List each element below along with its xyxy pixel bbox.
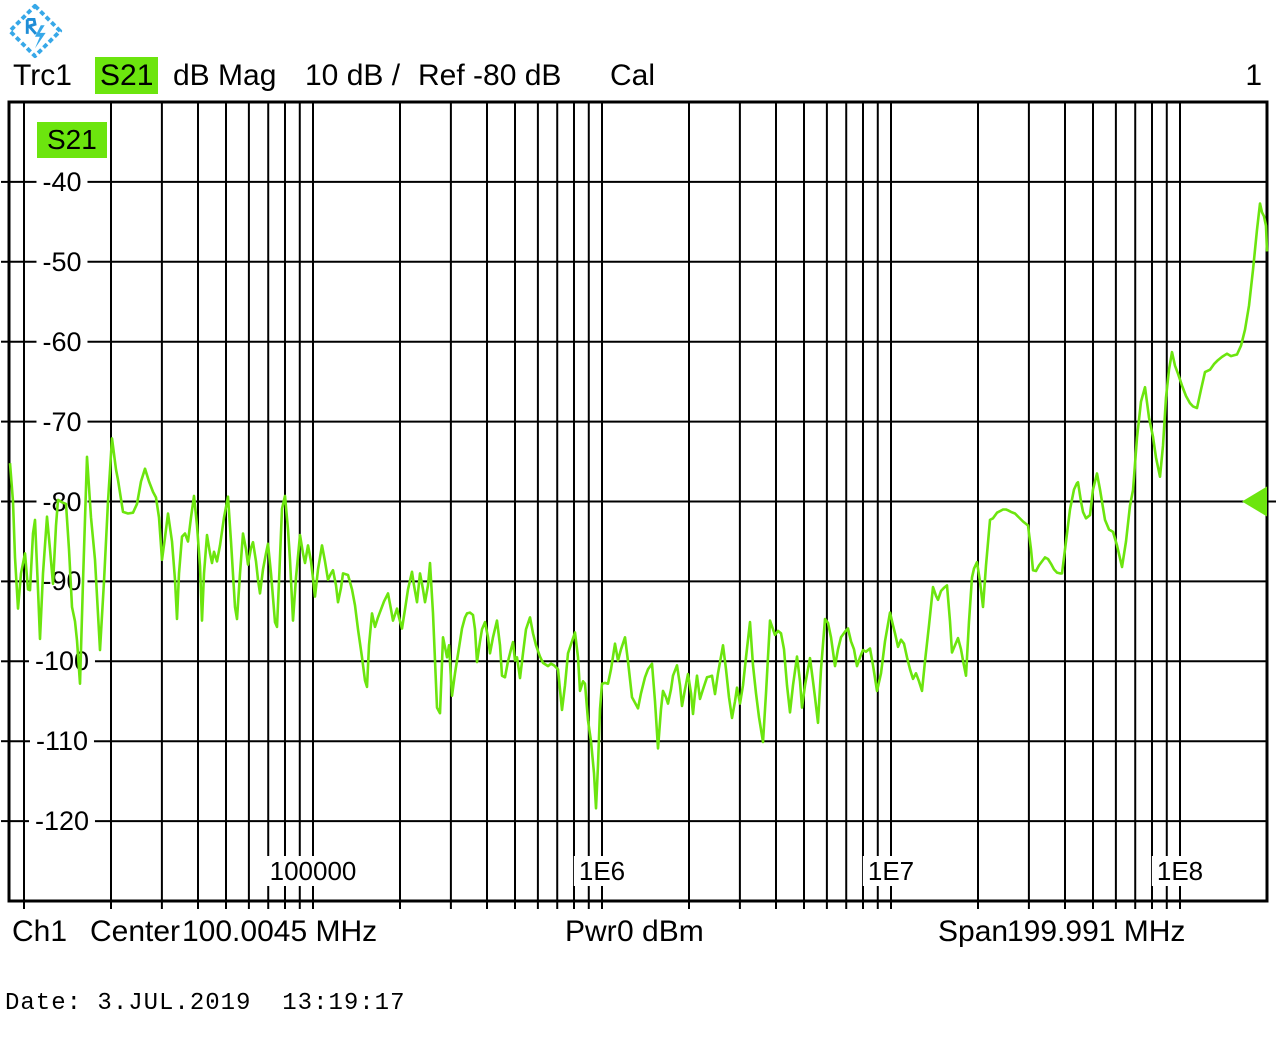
datetime-status: Date: 3.JUL.2019 13:19:17 bbox=[5, 990, 405, 1017]
reference-level-marker[interactable] bbox=[1242, 486, 1267, 517]
reference-level-label: Ref -80 dB bbox=[418, 59, 562, 92]
date-value: 3.JUL.2019 bbox=[97, 990, 252, 1017]
center-freq-value: 100.0045 MHz bbox=[182, 915, 378, 948]
y-axis-label: -70 bbox=[36, 406, 88, 437]
y-axis-label: -50 bbox=[36, 246, 88, 277]
trace-header: Trc1 S21 dB Mag 10 dB / Ref -80 dB Cal 1 bbox=[0, 57, 1278, 95]
power-value: 0 dBm bbox=[617, 915, 704, 948]
x-axis-label: 1E6 bbox=[573, 856, 631, 886]
span-label: Span bbox=[938, 915, 1009, 948]
y-axis-label: -60 bbox=[36, 326, 88, 357]
channel-label: Ch1 bbox=[12, 915, 68, 948]
s21-trace bbox=[8, 202, 1269, 810]
center-freq-label: Center bbox=[90, 915, 181, 948]
y-axis-label: -120 bbox=[28, 806, 96, 837]
rs-logo-icon bbox=[7, 3, 63, 59]
channel-footer: Ch1 Center 100.0045 MHz Pwr 0 dBm Span 1… bbox=[0, 913, 1278, 953]
y-axis-label: -40 bbox=[36, 166, 88, 197]
span-value: 199.991 MHz bbox=[1007, 915, 1186, 948]
x-axis-label: 1E7 bbox=[862, 856, 920, 886]
power-label: Pwr bbox=[565, 915, 617, 948]
trace-legend-chip[interactable]: S21 bbox=[37, 122, 107, 158]
y-axis-label: -110 bbox=[29, 726, 95, 757]
scale-per-div-label: 10 dB / bbox=[305, 59, 401, 92]
s-parameter-chip[interactable]: S21 bbox=[95, 57, 159, 94]
y-axis-label: -90 bbox=[36, 566, 88, 597]
trace-format-label: dB Mag bbox=[173, 59, 277, 92]
trace-name-label: Trc1 bbox=[13, 59, 72, 92]
x-axis-label: 100000 bbox=[264, 856, 362, 886]
time-value: 13:19:17 bbox=[282, 990, 406, 1017]
window-number-label: 1 bbox=[1245, 59, 1262, 92]
x-axis-label: 1E8 bbox=[1151, 856, 1209, 886]
date-label: Date: bbox=[5, 990, 83, 1017]
cal-status-label: Cal bbox=[610, 59, 656, 92]
